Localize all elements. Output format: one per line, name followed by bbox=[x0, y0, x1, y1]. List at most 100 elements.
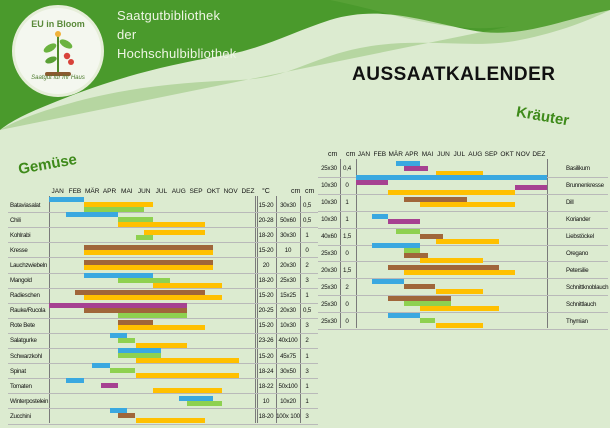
depth-value: 1,5 bbox=[342, 233, 351, 241]
distance-value: 50x60 bbox=[280, 216, 296, 224]
depth-value: 0 bbox=[345, 317, 349, 325]
sowing-bar-orange bbox=[435, 170, 484, 176]
temperature-value: 20-25 bbox=[258, 307, 274, 315]
row-label: Radieschen bbox=[10, 292, 40, 300]
month-header: NOV bbox=[223, 188, 238, 195]
distance-header: cm bbox=[328, 151, 338, 158]
month-header: JAN bbox=[357, 151, 371, 158]
distance-value: 25x30 bbox=[321, 283, 337, 291]
row-divider bbox=[318, 312, 608, 314]
month-header: APR bbox=[404, 151, 419, 158]
month-header: MAI bbox=[121, 188, 133, 195]
row-label: Spinat bbox=[10, 367, 26, 375]
sowing-bar-blue bbox=[356, 175, 547, 181]
month-header: JUN bbox=[437, 151, 450, 158]
month-header: MAI bbox=[421, 151, 434, 158]
sowing-bar-green bbox=[403, 247, 420, 253]
temperature-value: 23-26 bbox=[258, 337, 274, 345]
sowing-bar-purple bbox=[356, 180, 388, 186]
row-divider bbox=[318, 227, 608, 229]
depth-value: 3 bbox=[305, 322, 309, 330]
distance-value: 30x30 bbox=[280, 231, 296, 239]
depth-value: 3 bbox=[305, 367, 309, 375]
sowing-bar-blue bbox=[387, 313, 420, 319]
sowing-bar-orange bbox=[435, 289, 484, 295]
sowing-bar-blue bbox=[83, 272, 153, 278]
sowing-bar-green bbox=[118, 312, 188, 318]
depth-value: 0,5 bbox=[302, 201, 311, 209]
column-divider bbox=[256, 196, 258, 423]
row-label: Lauchzwiebeln bbox=[10, 261, 48, 269]
sowing-bar-blue bbox=[109, 408, 127, 414]
sowing-bar-orange bbox=[419, 257, 484, 263]
depth-value: 0,5 bbox=[302, 307, 311, 315]
sowing-bar-brown bbox=[403, 284, 436, 290]
sowing-bar-blue bbox=[66, 212, 119, 218]
temperature-value: 18-20 bbox=[258, 231, 274, 239]
depth-value: 3 bbox=[305, 277, 309, 285]
depth-value: 0 bbox=[305, 246, 309, 254]
row-label: Salatgurke bbox=[10, 337, 37, 345]
sowing-bar-green bbox=[118, 217, 153, 223]
distance-value: 20x30 bbox=[321, 266, 337, 274]
depth-value: 0 bbox=[345, 249, 349, 257]
sowing-bar-orange bbox=[144, 229, 205, 235]
sowing-bar-purple bbox=[100, 383, 119, 389]
sowing-bar-brown bbox=[403, 197, 468, 203]
sowing-bar-green bbox=[83, 207, 145, 213]
temperature-value: 18-22 bbox=[258, 382, 274, 390]
sowing-bar-orange bbox=[419, 306, 500, 312]
distance-value: 25x30 bbox=[321, 317, 337, 325]
sowing-bar-green bbox=[118, 353, 162, 359]
sowing-bar-brown bbox=[387, 296, 452, 302]
row-divider bbox=[8, 227, 318, 229]
sowing-bar-brown bbox=[83, 307, 188, 313]
distance-value: 25x30 bbox=[321, 249, 337, 257]
plant-icon bbox=[43, 31, 74, 76]
row-divider bbox=[8, 332, 318, 334]
row-divider bbox=[8, 378, 318, 380]
sowing-bar-green bbox=[187, 400, 222, 406]
depth-value: 1 bbox=[345, 216, 349, 224]
depth-value: 0 bbox=[345, 182, 349, 190]
logo-bottom-text: Saatgut für Ihr Haus bbox=[31, 75, 85, 81]
distance-value: 10x30 bbox=[321, 216, 337, 224]
distance-value: 30x50 bbox=[280, 367, 296, 375]
sowing-bar-orange bbox=[135, 373, 240, 379]
sowing-bar-orange bbox=[135, 358, 240, 364]
sowing-bar-orange bbox=[419, 202, 515, 208]
sowing-bar-blue bbox=[371, 279, 404, 285]
row-divider bbox=[8, 317, 318, 319]
month-header: OKT bbox=[500, 151, 514, 158]
row-label: Liebstöckel bbox=[566, 233, 594, 241]
sowing-bar-orange bbox=[83, 202, 153, 208]
row-divider bbox=[8, 212, 318, 214]
sowing-bar-green bbox=[118, 277, 171, 283]
temperature-value: 18-20 bbox=[258, 412, 274, 420]
depth-value: 3 bbox=[305, 412, 309, 420]
temperature-value: 15-20 bbox=[258, 352, 274, 360]
sowing-bar-blue bbox=[92, 363, 110, 369]
distance-value: 25x30 bbox=[321, 165, 337, 173]
month-header: OKT bbox=[206, 188, 221, 195]
sowing-bar-brown bbox=[83, 244, 214, 250]
temperature-value: 15-20 bbox=[258, 201, 274, 209]
row-divider bbox=[318, 329, 608, 330]
sowing-bar-blue bbox=[178, 395, 214, 401]
sowing-bar-orange bbox=[135, 342, 188, 348]
distance-value: 10 bbox=[284, 246, 292, 254]
sowing-bar-orange bbox=[435, 238, 500, 244]
sowing-bar-brown bbox=[387, 264, 500, 270]
sowing-bar-purple bbox=[515, 185, 547, 191]
depth-value: 1 bbox=[305, 231, 309, 239]
row-divider bbox=[8, 423, 318, 425]
column-divider bbox=[340, 159, 341, 328]
column-divider bbox=[356, 159, 357, 328]
month-header: DEZ bbox=[532, 151, 546, 158]
distance-value: 45x75 bbox=[280, 352, 296, 360]
depth-value: 0 bbox=[345, 300, 349, 308]
distance-value: 10x30 bbox=[321, 182, 337, 190]
row-divider bbox=[8, 272, 318, 274]
depth-value: 1 bbox=[305, 352, 309, 360]
sowing-bar-blue bbox=[49, 197, 84, 203]
